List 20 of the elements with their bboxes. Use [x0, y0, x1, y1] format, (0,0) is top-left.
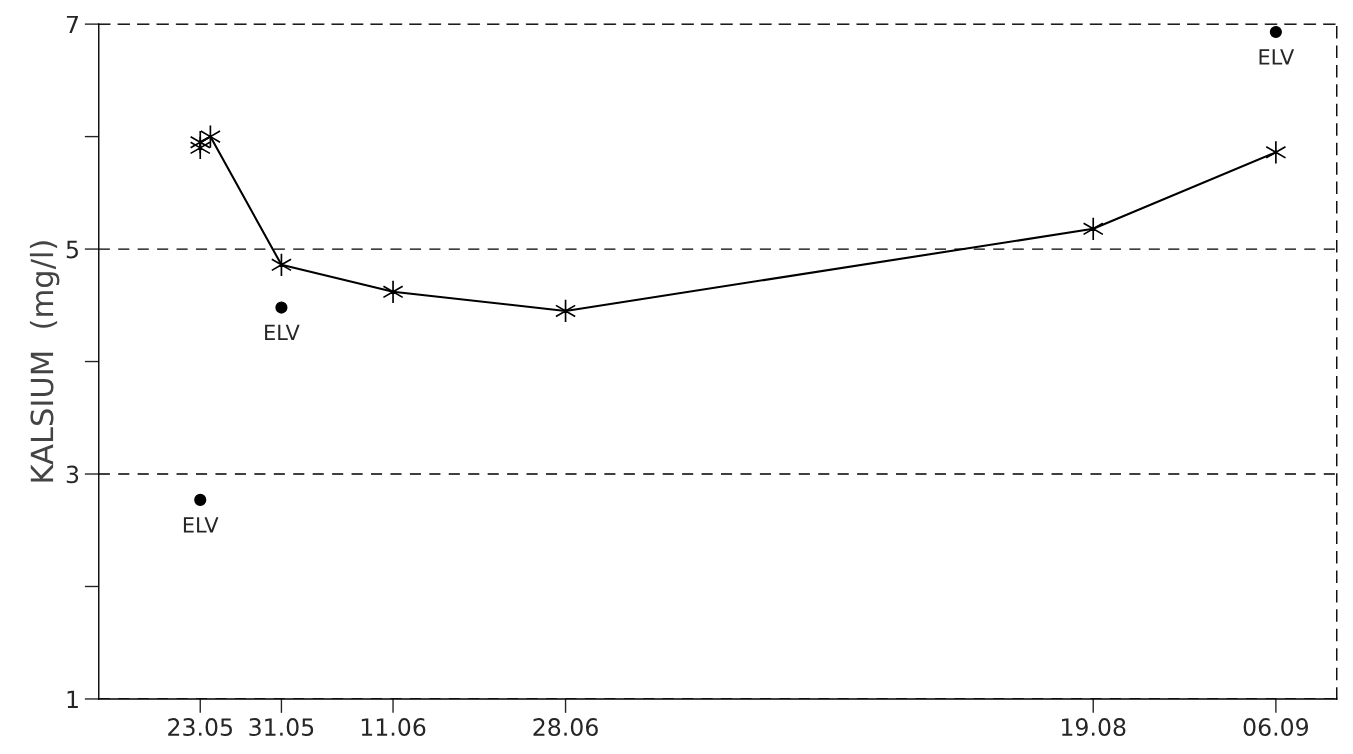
x-tick-label: 31.05 — [249, 718, 314, 736]
annotation: ELV — [183, 517, 219, 533]
x-tick-label: 11.06 — [361, 718, 426, 736]
x-tick-label: 23.05 — [168, 718, 232, 736]
y-tick-label: 5 — [66, 240, 78, 259]
point — [1265, 140, 1287, 165]
point — [1269, 25, 1282, 39]
annotation: ELV — [1259, 49, 1295, 65]
y-axis-title: KALSIUM (mg/l) — [29, 241, 60, 482]
annotation: ELV — [265, 324, 300, 341]
x-tick-label: 06.09 — [1243, 718, 1309, 736]
y-tick-label: 1 — [67, 690, 78, 708]
point — [194, 493, 207, 506]
x-tick-label: 19.08 — [1062, 718, 1126, 736]
point — [382, 279, 404, 304]
point — [1082, 216, 1104, 241]
x-tick-label: 28.06 — [533, 718, 598, 736]
y-tick-label: 3 — [66, 465, 79, 484]
y-tick-label: 7 — [66, 15, 78, 34]
point — [275, 301, 288, 314]
